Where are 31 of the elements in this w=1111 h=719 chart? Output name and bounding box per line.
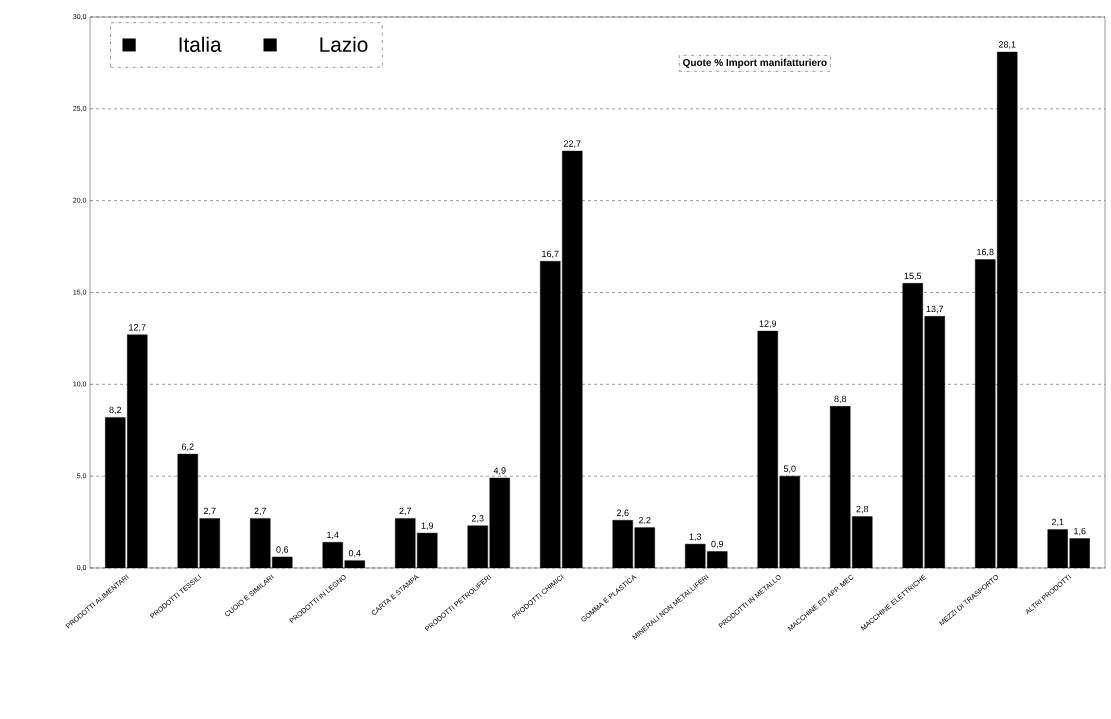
- data-label: 16,8: [977, 248, 994, 257]
- data-label: 5,0: [783, 465, 796, 473]
- data-label: 1,3: [689, 533, 702, 541]
- data-label: 8,2: [109, 406, 122, 415]
- data-label: 8,8: [834, 395, 847, 404]
- legend-label: Italia: [179, 36, 222, 52]
- data-label: 1,4: [327, 531, 339, 540]
- data-label: 12,9: [759, 320, 777, 328]
- data-label: 2,7: [399, 507, 412, 516]
- data-label: 2,2: [638, 516, 651, 525]
- data-label: 22,7: [563, 140, 581, 148]
- text: Quote % Import manifatturiero: [683, 58, 827, 68]
- data-label: 16,7: [542, 250, 559, 259]
- data-label: 1,6: [1074, 527, 1086, 536]
- legend-label: Lazio: [320, 36, 368, 52]
- data-label: 0,4: [348, 550, 361, 558]
- data-label: 0,9: [711, 540, 724, 549]
- data-label: 2,1: [1051, 518, 1064, 527]
- data-label: 13,7: [926, 305, 944, 314]
- data-label: 15,5: [904, 272, 922, 281]
- data-label: 2,6: [616, 509, 629, 518]
- data-label: 2,3: [471, 515, 484, 523]
- data-label: 6,2: [181, 443, 194, 451]
- data-label: 4,9: [493, 467, 506, 475]
- data-label: 12,7: [129, 324, 146, 332]
- data-label: 2,7: [203, 507, 216, 516]
- data-label: 1,9: [421, 522, 434, 530]
- data-label: 2,7: [254, 507, 267, 516]
- data-label: 0,6: [276, 546, 289, 554]
- data-label: 2,8: [856, 505, 869, 514]
- data-label: 28,1: [998, 41, 1016, 49]
